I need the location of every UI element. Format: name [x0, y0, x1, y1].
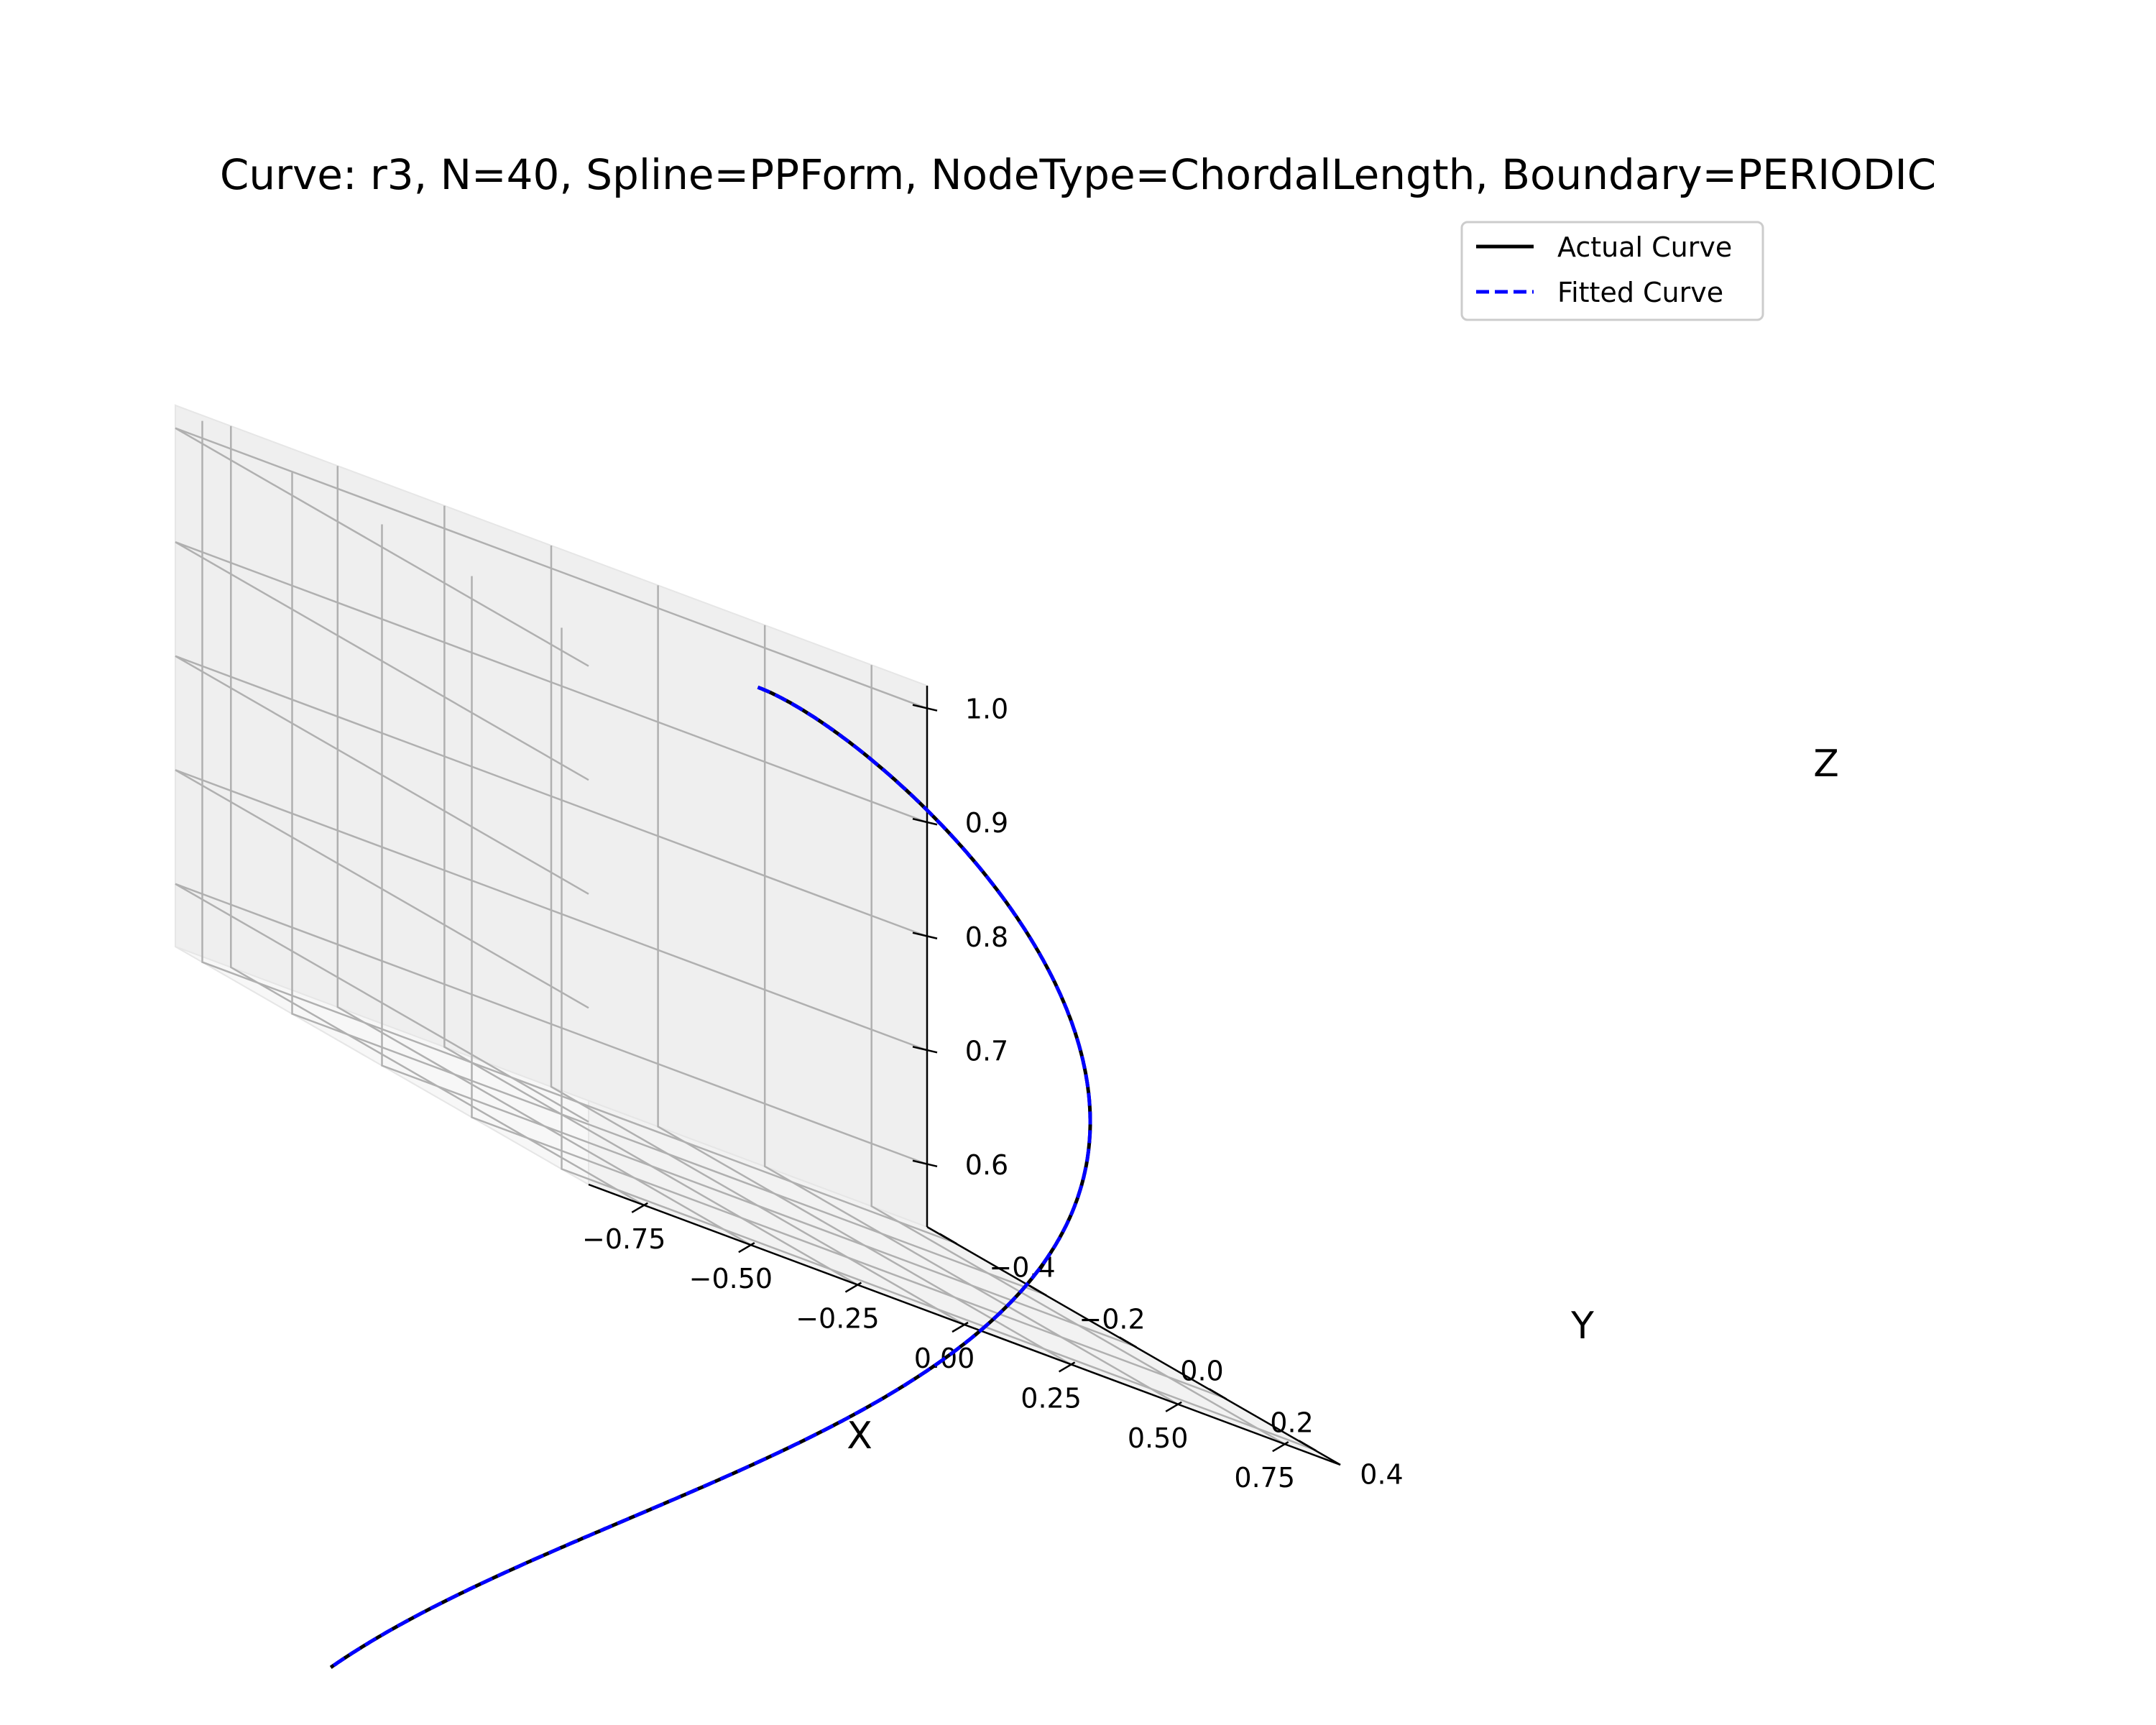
legend-frame [1460, 221, 1764, 321]
y-axis-label: Y [1570, 1305, 1594, 1348]
z-grid-line-1 [175, 769, 928, 1052]
x-grid-line-5 [763, 625, 1179, 1405]
tick-marks [631, 704, 1317, 1453]
curves [329, 685, 1092, 1669]
y-tick-label-0: −0.4 [989, 1252, 1055, 1284]
x-tick-6 [1272, 1441, 1289, 1453]
z-tick-1 [912, 1046, 938, 1054]
x-tick-label-5: 0.50 [1128, 1422, 1189, 1454]
z-tick-label-3: 0.9 [965, 807, 1008, 839]
x-axis-label: X [847, 1414, 872, 1458]
y-grid-line-0 [201, 420, 954, 1243]
x-tick-3 [952, 1321, 969, 1333]
z-grid-line-4 [175, 427, 928, 709]
z-tick-label-2: 0.8 [965, 921, 1008, 953]
x-tick-label-4: 0.25 [1021, 1382, 1082, 1414]
z-grid-line-3 [175, 541, 928, 824]
x-tick-4 [1058, 1361, 1076, 1373]
y-tick-label-2: 0.0 [1180, 1356, 1223, 1387]
x-grid-line-0 [230, 426, 645, 1206]
x-grid-line-3 [550, 546, 965, 1326]
x-tick-label-6: 0.75 [1234, 1462, 1295, 1494]
x-tick-0 [631, 1202, 648, 1213]
z-tick-label-0: 0.6 [965, 1149, 1008, 1181]
y-grid-line-3 [471, 576, 1224, 1399]
y-tick-label-3: 0.2 [1270, 1407, 1313, 1438]
y-grid-line-1 [291, 472, 1044, 1295]
z-tick-0 [912, 1159, 938, 1168]
y-tick-label-4: 0.4 [1360, 1458, 1403, 1490]
x-grid-line-2 [443, 505, 859, 1286]
x-tick-5 [1165, 1401, 1182, 1412]
fitted-curve-line [329, 685, 1092, 1669]
y-tick-0 [939, 1233, 958, 1245]
x-tick-label-2: −0.25 [796, 1303, 879, 1335]
x-tick-1 [738, 1242, 755, 1254]
y-tick-label-1: −0.2 [1079, 1304, 1145, 1335]
x-tick-label-0: −0.75 [582, 1223, 665, 1255]
z-grid-line-2 [175, 655, 928, 937]
x-grid-line-4 [657, 585, 1072, 1366]
z-tick-label-4: 1.0 [965, 694, 1008, 725]
legend: Actual Curve Fitted Curve [1460, 221, 1764, 321]
y-tick-4 [1298, 1440, 1317, 1452]
z-tick-4 [912, 704, 938, 712]
z-tick-2 [912, 932, 938, 939]
tick-labels: −0.75−0.50−0.250.000.250.500.75−0.4−0.20… [582, 694, 1404, 1494]
y-grid-line-4 [561, 627, 1314, 1450]
z-grid-line-0 [175, 883, 928, 1165]
z-tick-3 [912, 818, 938, 826]
grid-lines [175, 420, 1314, 1450]
y-tick-2 [1118, 1336, 1138, 1348]
x-tick-label-1: −0.50 [689, 1263, 773, 1294]
x-tick-2 [844, 1282, 862, 1293]
x-grid-line-1 [336, 466, 752, 1246]
x-grid-line-6 [870, 665, 1286, 1445]
legend-label-actual-curve: Actual Curve [1557, 231, 1732, 263]
legend-label-fitted-curve: Fitted Curve [1557, 277, 1723, 308]
z-tick-label-1: 0.7 [965, 1035, 1008, 1067]
z-axis-label: Z [1813, 742, 1839, 786]
y-tick-3 [1208, 1388, 1227, 1400]
chart-title: Curve: r3, N=40, Spline=PPForm, NodeType… [220, 150, 1936, 199]
y-grid-line-2 [381, 524, 1134, 1347]
y-tick-1 [1028, 1284, 1048, 1297]
